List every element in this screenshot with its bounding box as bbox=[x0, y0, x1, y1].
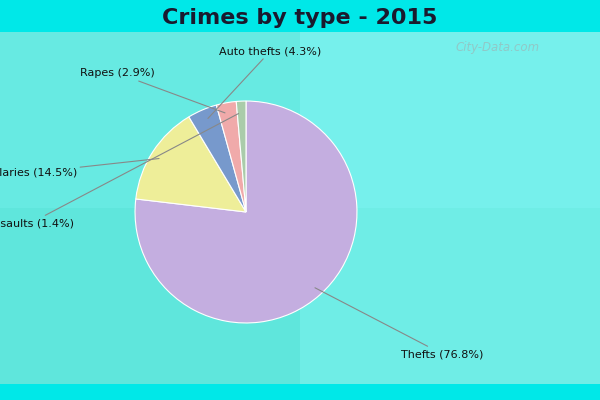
Wedge shape bbox=[136, 117, 246, 212]
Text: Thefts (76.8%): Thefts (76.8%) bbox=[315, 288, 484, 359]
Wedge shape bbox=[189, 105, 246, 212]
Text: Auto thefts (4.3%): Auto thefts (4.3%) bbox=[208, 46, 322, 118]
Text: City-Data.com: City-Data.com bbox=[456, 42, 540, 54]
Text: Burglaries (14.5%): Burglaries (14.5%) bbox=[0, 158, 159, 178]
Wedge shape bbox=[135, 101, 357, 323]
Text: Assaults (1.4%): Assaults (1.4%) bbox=[0, 114, 239, 228]
Text: Rapes (2.9%): Rapes (2.9%) bbox=[80, 68, 225, 113]
Wedge shape bbox=[217, 102, 246, 212]
Text: Crimes by type - 2015: Crimes by type - 2015 bbox=[163, 8, 437, 28]
Wedge shape bbox=[236, 101, 246, 212]
